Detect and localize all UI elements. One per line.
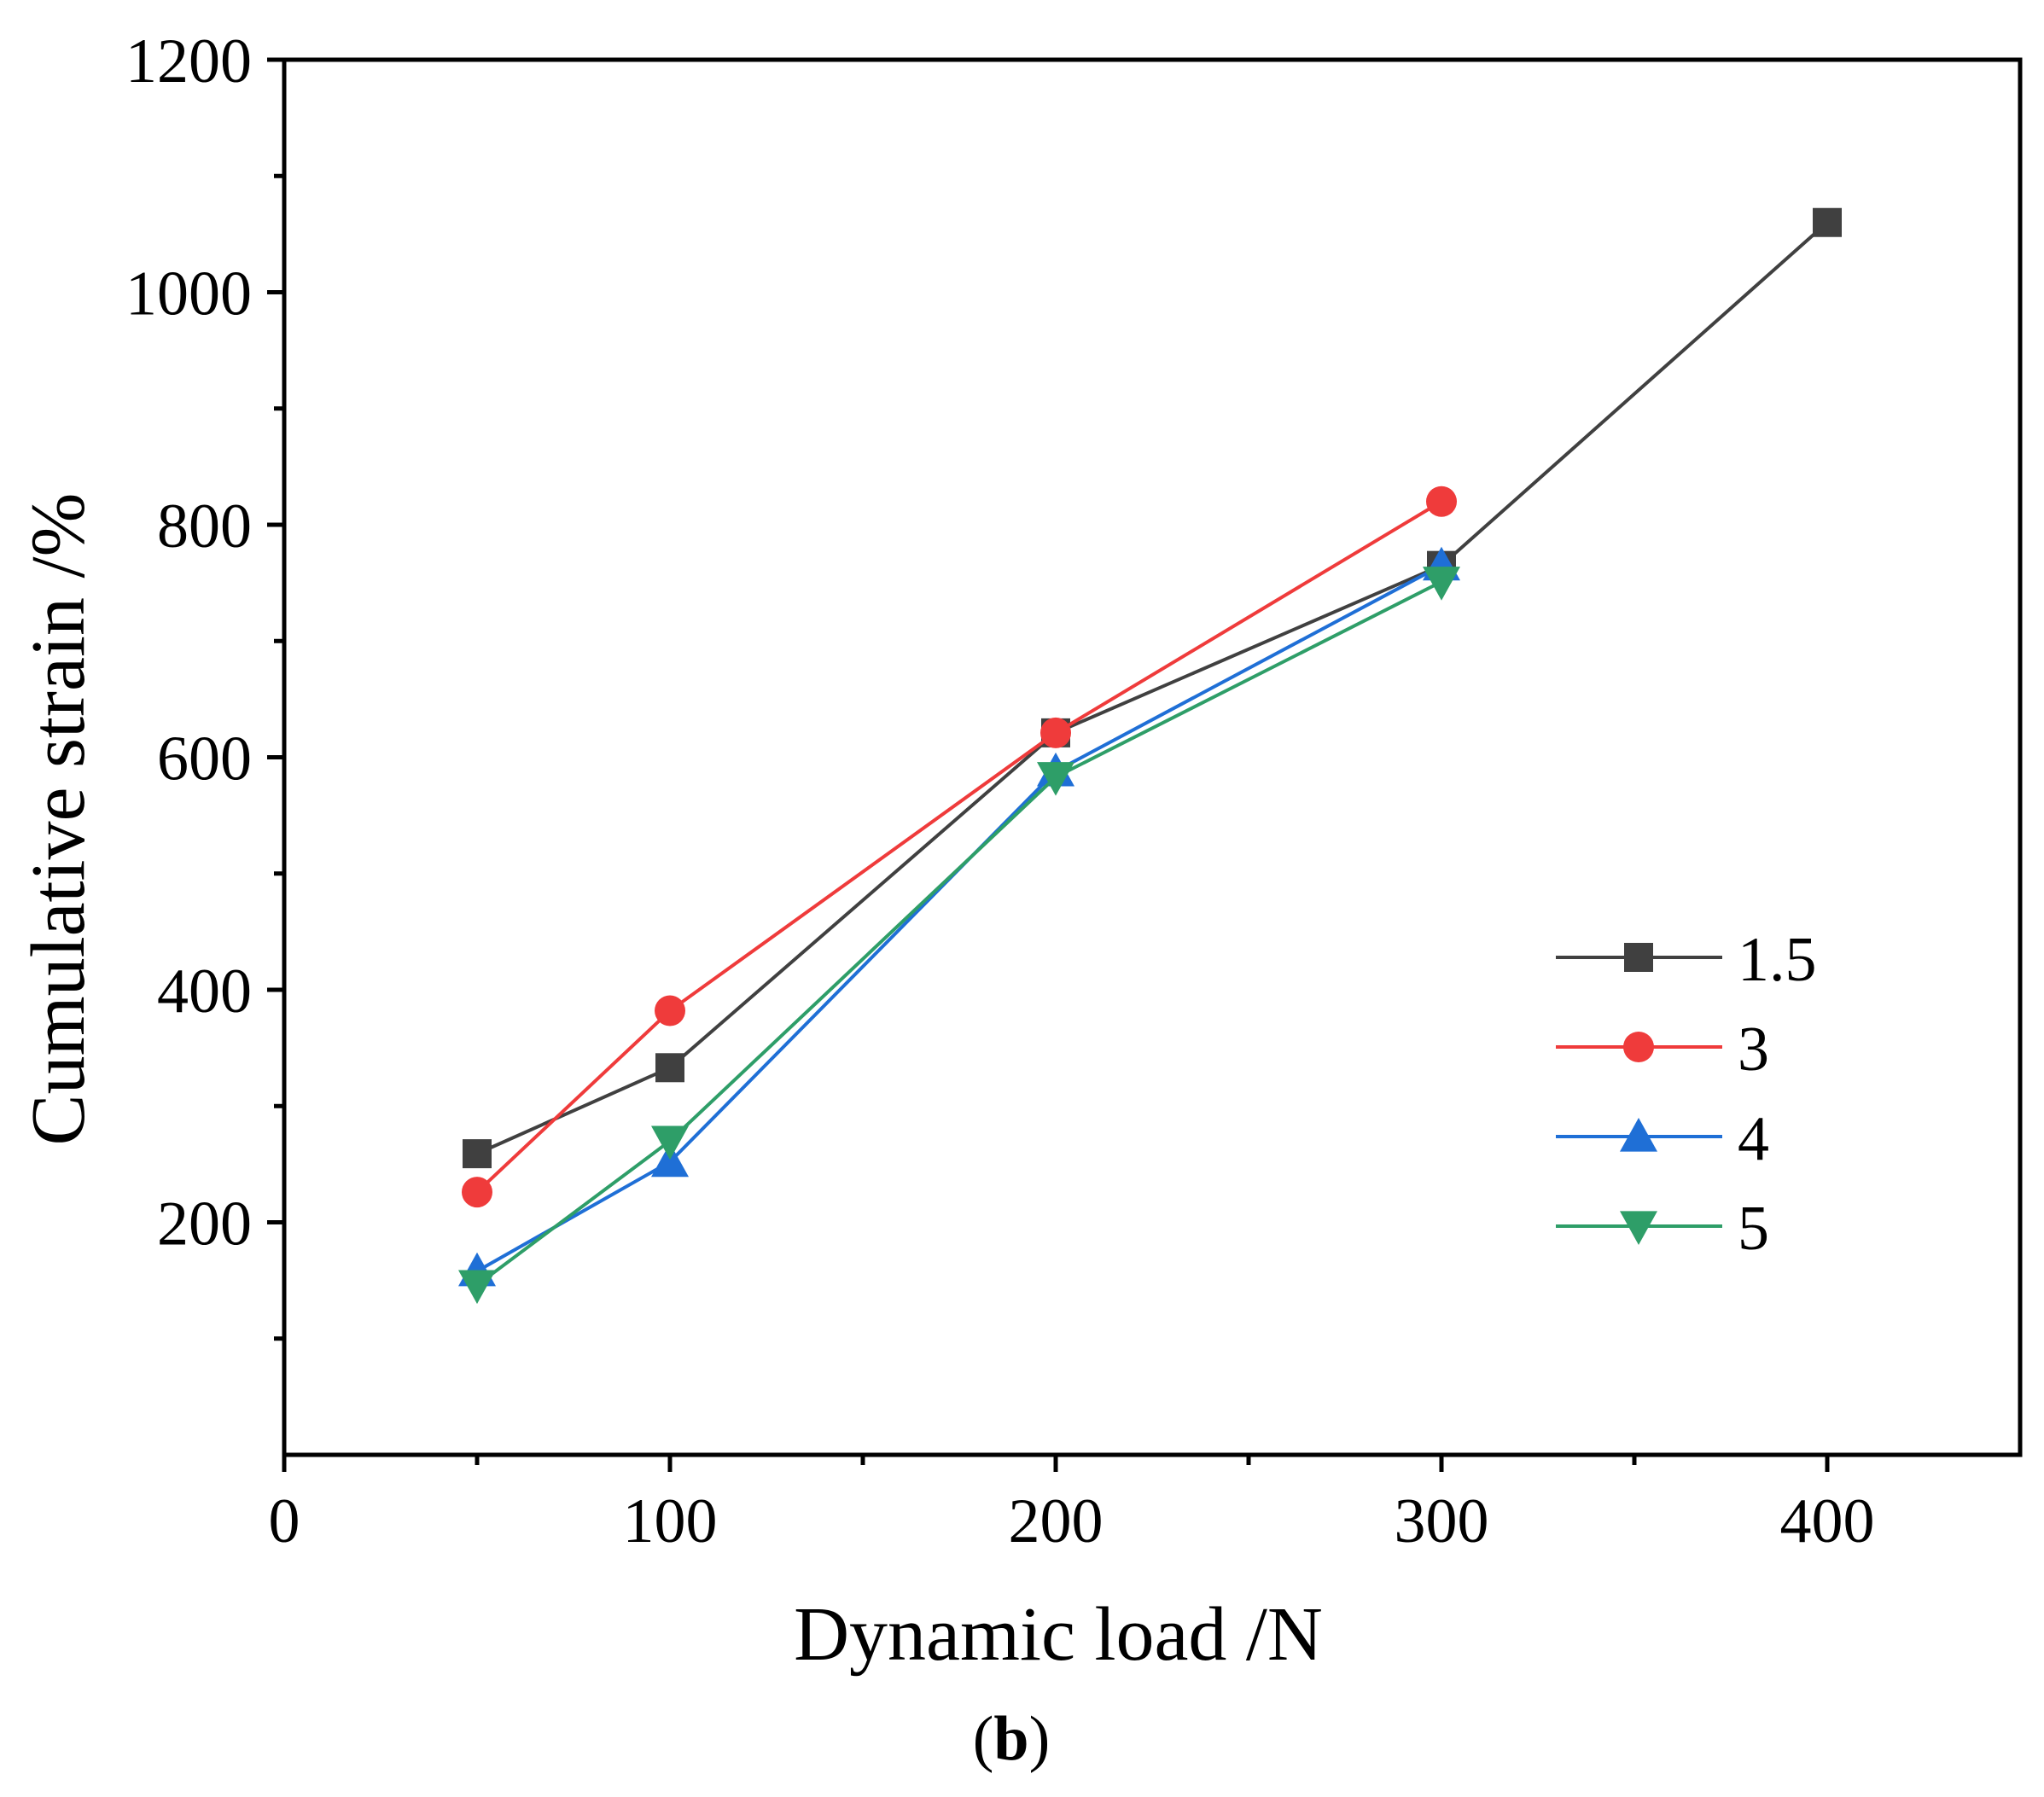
data-point-square xyxy=(655,1053,684,1083)
data-point-square xyxy=(1813,207,1842,237)
y-axis-title: Cumulative strain /% xyxy=(16,493,101,1146)
data-point-circle xyxy=(462,1177,492,1208)
x-tick-label: 100 xyxy=(623,1486,718,1556)
y-tick-label: 400 xyxy=(157,957,252,1026)
y-tick-label: 800 xyxy=(157,491,252,561)
legend: 1.5 3 4 5 xyxy=(1556,925,1817,1264)
legend-item: 1.5 xyxy=(1556,925,1817,995)
figure-caption: (b) xyxy=(973,1704,1050,1774)
data-point-circle xyxy=(655,995,685,1026)
series-layer xyxy=(458,207,1842,1305)
caption-close: ) xyxy=(1029,1704,1051,1774)
series-line xyxy=(476,563,1442,1273)
y-tick-label: 200 xyxy=(157,1189,252,1259)
data-point-square xyxy=(463,1139,492,1169)
y-tick-label: 1000 xyxy=(125,259,252,329)
x-tick-label: 400 xyxy=(1780,1486,1875,1556)
data-point-circle xyxy=(1040,717,1071,748)
caption-letter: b xyxy=(993,1704,1028,1774)
data-point-circle xyxy=(1426,486,1457,517)
x-axis-title: Dynamic load /N xyxy=(794,1592,1323,1677)
data-point-triangle-up xyxy=(651,1143,689,1178)
legend-item: 3 xyxy=(1556,1015,1769,1085)
caption-open: ( xyxy=(973,1704,994,1774)
data-point-triangle-down xyxy=(1423,567,1460,601)
legend-marker xyxy=(1624,943,1653,972)
axes-layer: 0 100 200 300 400 200 400 600 800 1000 1200 xyxy=(125,26,2023,1556)
legend-item: 5 xyxy=(1556,1194,1769,1264)
legend-label: 1.5 xyxy=(1738,925,1817,995)
y-tick-label: 600 xyxy=(157,724,252,794)
x-tick-label: 300 xyxy=(1395,1486,1489,1556)
series-line xyxy=(475,579,1442,1287)
y-tick-label: 1200 xyxy=(125,26,252,96)
data-point-triangle-down xyxy=(458,1270,496,1305)
data-point-triangle-down xyxy=(651,1125,689,1160)
x-tick-label: 200 xyxy=(1009,1486,1104,1556)
legend-label: 5 xyxy=(1738,1194,1769,1264)
legend-marker xyxy=(1620,1211,1657,1245)
series-3 xyxy=(462,486,1457,1208)
series-5 xyxy=(458,567,1460,1305)
legend-label: 3 xyxy=(1738,1015,1769,1085)
legend-item: 4 xyxy=(1556,1104,1769,1174)
data-point-triangle-down xyxy=(1037,762,1074,796)
legend-marker xyxy=(1623,1032,1654,1062)
series-line xyxy=(475,500,1443,1194)
series-4 xyxy=(458,546,1460,1287)
x-tick-label: 0 xyxy=(269,1486,300,1556)
legend-marker xyxy=(1620,1118,1657,1152)
legend-label: 4 xyxy=(1738,1104,1769,1174)
